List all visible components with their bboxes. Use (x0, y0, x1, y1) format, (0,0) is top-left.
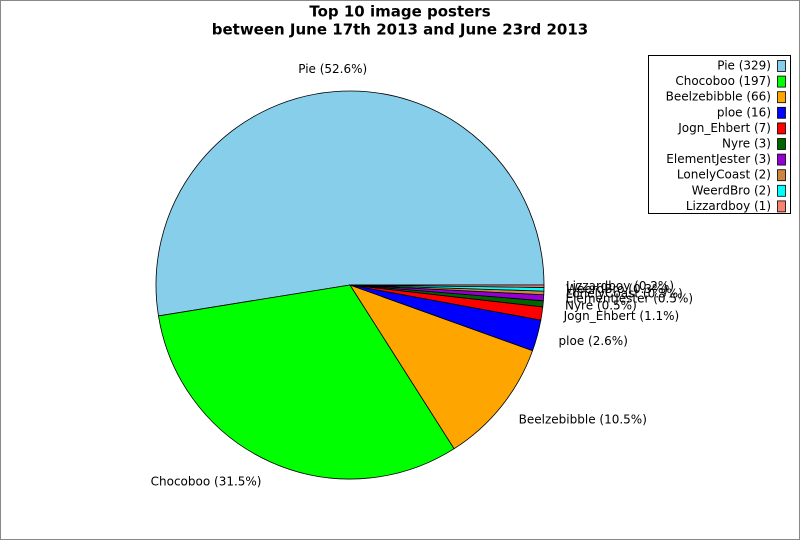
legend-swatch (777, 75, 786, 88)
slice-label: Jogn_Ehbert (1.1%) (563, 309, 680, 323)
legend-label: Nyre (3) (722, 137, 771, 151)
legend-swatch (777, 200, 786, 213)
slice-label: Nyre (0.5%) (565, 298, 637, 312)
legend-swatch (777, 91, 786, 104)
legend-swatch (777, 106, 786, 119)
legend-box (648, 55, 791, 214)
legend-label: Lizzardboy (1) (686, 199, 771, 213)
pie-slice (349, 284, 534, 450)
pie-slice (349, 284, 545, 288)
slice-label: ploe (2.6%) (559, 334, 628, 348)
legend-label: Pie (329) (717, 59, 771, 73)
legend-label: Chocoboo (197) (675, 74, 771, 88)
chart-title: Top 10 image posters (309, 3, 490, 21)
legend-swatch (777, 138, 786, 150)
slice-label: LonelyCoast (0.3%) (566, 286, 683, 300)
legend-label: Jogn_Ehbert (7) (677, 121, 771, 135)
chart-subtitle: between June 17th 2013 and June 23rd 201… (212, 21, 589, 39)
legend-label: LonelyCoast (2) (677, 168, 771, 182)
legend-swatch (777, 60, 786, 72)
slice-label: Chocoboo (31.5%) (151, 475, 262, 489)
legend-swatch (777, 169, 786, 182)
slice-label: Beelzebibble (10.5%) (519, 412, 647, 426)
slice-label: ElementJester (0.5%) (566, 292, 694, 306)
slice-label: WeerdBro (0.3%) (566, 282, 668, 296)
pie-slice (158, 284, 455, 480)
pie-slice (155, 90, 545, 317)
legend-label: ploe (16) (717, 105, 771, 119)
legend-swatch (777, 153, 786, 166)
legend-label: ElementJester (3) (666, 152, 771, 166)
legend-label: Beelzebibble (66) (666, 90, 771, 104)
legend-swatch (777, 122, 786, 135)
legend-swatch (777, 184, 786, 197)
legend-label: WeerdBro (2) (692, 183, 771, 197)
slice-label: Pie (52.6%) (298, 62, 367, 76)
slice-label: Lizzardboy (0.2%) (566, 279, 674, 293)
